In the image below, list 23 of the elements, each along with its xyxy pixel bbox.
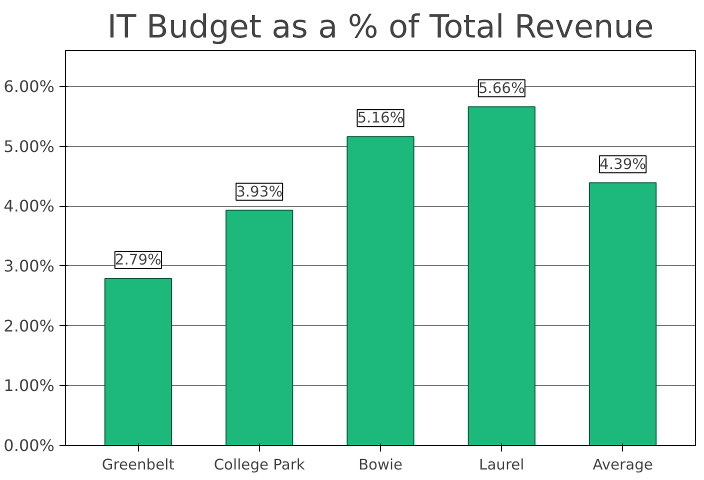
data-label: 5.16%: [357, 110, 404, 127]
data-label: 4.39%: [600, 156, 646, 173]
y-tick-label: 5.00%: [4, 136, 54, 156]
x-tick-label: Average: [592, 456, 653, 474]
y-tick-label: 4.00%: [4, 196, 54, 216]
y-tick-label: 0.00%: [4, 436, 54, 455]
chart-title: IT Budget as a % of Total Revenue: [107, 8, 654, 46]
bar: [104, 278, 172, 446]
bar: [346, 136, 414, 446]
x-tick-label: Bowie: [358, 456, 403, 474]
data-label: 3.93%: [236, 183, 283, 200]
bar: [588, 182, 657, 446]
y-tick-label: 2.00%: [4, 316, 54, 336]
x-tick-label: Laurel: [479, 456, 524, 474]
y-tick-label: 3.00%: [4, 256, 54, 276]
x-tick-label: College Park: [214, 456, 306, 474]
bar: [468, 106, 536, 446]
y-tick-label: 1.00%: [4, 376, 54, 396]
bar: [226, 210, 294, 446]
data-label: 2.79%: [114, 252, 162, 269]
data-label: 5.66%: [478, 80, 526, 97]
x-tick-label: Greenbelt: [102, 456, 175, 474]
y-tick-label: 6.00%: [4, 76, 54, 96]
